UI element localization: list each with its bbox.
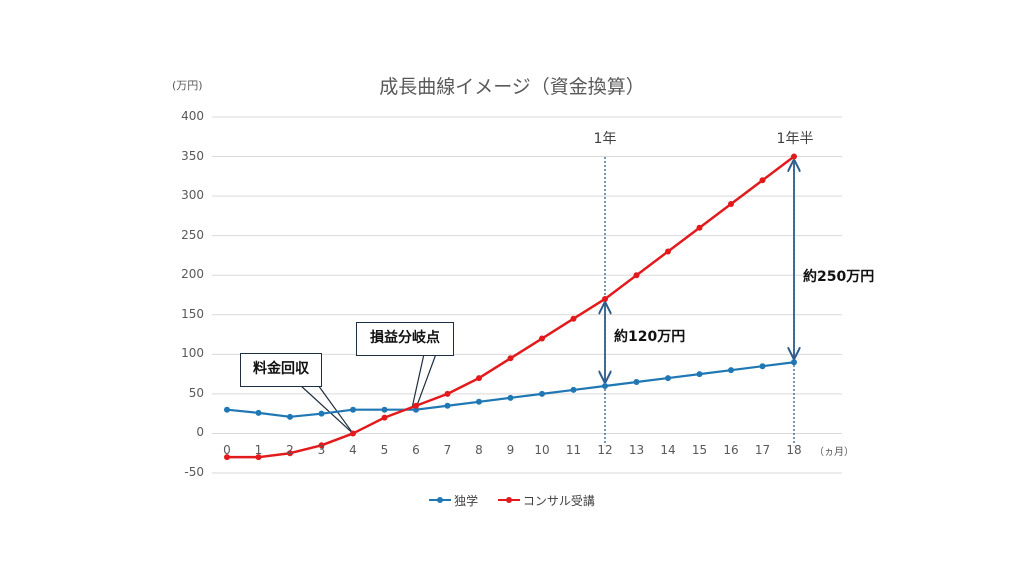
data-point [507,394,514,401]
x-tick-label: 2 [286,443,294,458]
y-tick-label: 100 [181,346,204,361]
data-point [413,402,419,409]
data-point [759,363,766,370]
x-tick-label: 6 [412,443,420,458]
data-point [381,406,388,413]
data-point [539,390,545,397]
y-tick-label: 50 [188,385,204,400]
difference-label-18: 約250万円 [803,269,875,285]
data-point [381,414,388,421]
x-tick-label: 1 [254,443,263,458]
legend-label-consulting: コンサル受講 [522,493,595,508]
data-point [318,410,325,417]
chart-title: 成長曲線イメージ（資金換算） [379,76,645,98]
data-point [759,177,766,184]
y-tick-label: 300 [181,188,204,203]
data-point [633,272,640,279]
data-point [350,406,356,413]
x-tick-label: 18 [786,443,802,458]
data-point [255,409,262,416]
data-point [633,379,640,386]
data-point [728,201,734,208]
legend-item-consulting: コンサル受講 [497,492,595,509]
legend-swatch-consulting [497,497,520,503]
data-point [287,413,293,420]
x-tick-label: 9 [506,443,515,458]
marker-label-12: 1年 [593,131,617,147]
x-tick-label: 3 [317,443,326,458]
y-tick-label: 250 [181,227,204,242]
x-tick-label: 8 [475,443,483,458]
data-point [539,335,545,342]
data-point [791,153,797,160]
y-tick-label: 350 [181,148,204,163]
x-tick-label: 14 [660,443,676,458]
y-tick-label: 150 [181,306,204,321]
data-point [665,248,671,255]
data-point [287,450,293,457]
x-tick-label: 10 [534,443,550,458]
y-tick-label: 0 [196,425,204,440]
x-tick-label: 4 [349,443,357,458]
x-tick-label: 11 [565,443,582,458]
x-tick-label: 16 [723,443,739,458]
data-point [444,402,451,409]
callout-breakeven: 損益分岐点 [356,322,454,356]
data-point [255,454,262,461]
data-point [507,355,514,362]
legend: 独学 コンサル受講 [0,490,1024,509]
x-tick-label: 7 [443,443,452,458]
y-tick-label: 200 [181,267,204,282]
x-tick-label: 5 [380,443,389,458]
legend-swatch-self-study [429,497,452,503]
callout-pointer-payback [317,384,354,434]
marker-label-18: 1年半 [776,131,814,147]
data-point [570,386,577,393]
data-point [476,398,482,405]
series-line [227,155,795,459]
data-point [602,382,608,389]
y-tick-label: -50 [184,465,204,479]
data-point [350,430,356,437]
y-tick-label: 400 [181,109,204,123]
callout-pointer-payback [299,384,354,434]
callout-pointer-breakeven [411,353,425,409]
data-point [570,315,577,322]
difference-label-12: 約120万円 [614,329,686,345]
data-point [318,442,325,449]
callout-payback: 料金回収 [240,353,322,387]
data-point [476,375,482,382]
data-point [224,406,230,413]
x-tick-label: 13 [628,443,645,458]
data-point [602,295,608,302]
x-tick-label: 17 [754,443,771,458]
y-axis-unit: (万円) [172,79,203,92]
data-point [444,390,451,397]
x-tick-label: 12 [597,443,613,458]
callout-pointer-breakeven [415,353,437,409]
legend-item-self-study: 独学 [429,492,478,509]
data-point [224,454,230,461]
x-tick-label: 15 [691,443,708,458]
data-point [665,375,671,382]
data-point [791,359,797,366]
data-point [696,371,703,378]
data-point [696,224,703,231]
legend-label-self-study: 独学 [454,493,479,508]
x-axis-unit: （ヵ月） [814,447,854,458]
data-point [728,367,734,374]
x-tick-label: 0 [223,443,231,458]
